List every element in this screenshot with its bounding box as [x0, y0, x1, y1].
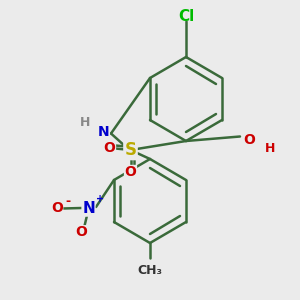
- Text: N: N: [98, 125, 109, 139]
- Text: O: O: [124, 166, 136, 179]
- Text: O: O: [243, 133, 255, 146]
- Text: O: O: [51, 202, 63, 215]
- Text: S: S: [124, 141, 136, 159]
- Text: H: H: [80, 116, 91, 130]
- Text: -: -: [65, 194, 70, 208]
- Text: H: H: [265, 142, 275, 155]
- Text: O: O: [75, 226, 87, 239]
- Text: +: +: [96, 194, 105, 205]
- Text: CH₃: CH₃: [137, 263, 163, 277]
- Text: N: N: [82, 201, 95, 216]
- Text: Cl: Cl: [178, 9, 194, 24]
- Text: O: O: [103, 142, 116, 155]
